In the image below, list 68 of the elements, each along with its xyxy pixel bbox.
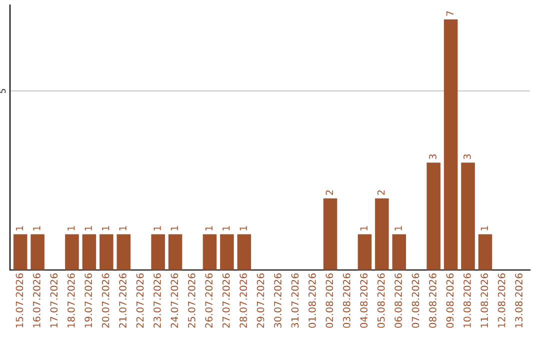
bar — [237, 234, 252, 270]
x-tick-label: 23.07.2026 — [154, 273, 161, 328]
data-label: 1 — [68, 226, 75, 230]
x-tick-label: 13.08.2026 — [515, 273, 522, 328]
x-tick-label: 02.08.2026 — [326, 273, 334, 328]
bar — [358, 234, 372, 270]
data-label: 1 — [33, 226, 40, 230]
x-tick-label: 09.08.2026 — [446, 273, 454, 328]
x-tick-label: 27.07.2026 — [222, 273, 230, 328]
bar — [444, 19, 458, 270]
data-label: 1 — [84, 226, 92, 230]
data-label: 1 — [240, 226, 247, 230]
bar — [392, 234, 406, 270]
x-tick-label: 18.07.2026 — [67, 273, 75, 328]
x-tick-label: 01.08.2026 — [308, 273, 316, 328]
bar — [13, 234, 28, 270]
x-tick-label: 19.07.2026 — [84, 273, 92, 328]
x-tick-label: 11.08.2026 — [480, 273, 488, 328]
bar — [100, 234, 114, 270]
x-tick-label: 17.07.2026 — [50, 273, 58, 328]
x-tick-label: 07.08.2026 — [412, 273, 420, 328]
bar — [426, 162, 440, 270]
bar — [65, 234, 79, 270]
x-tick-label: 15.07.2026 — [16, 273, 24, 328]
x-tick-label: 21.07.2026 — [119, 273, 126, 328]
data-label: 1 — [360, 226, 368, 230]
x-tick-label: 28.07.2026 — [240, 273, 247, 328]
x-tick-label: 22.07.2026 — [136, 273, 144, 328]
data-label: 1 — [170, 226, 178, 230]
data-label: 1 — [102, 226, 110, 230]
x-tick-label: 06.08.2026 — [394, 273, 402, 328]
data-label: 7 — [446, 11, 454, 16]
x-tick-label: 05.08.2026 — [377, 273, 385, 328]
x-tick-label: 04.08.2026 — [360, 273, 368, 328]
bar — [375, 198, 389, 270]
x-tick-label: 29.07.2026 — [256, 273, 264, 328]
bar — [168, 234, 182, 270]
x-tick-label: 24.07.2026 — [170, 273, 178, 328]
x-tick-label: 20.07.2026 — [102, 273, 110, 328]
data-label: 2 — [377, 190, 385, 195]
data-label: 1 — [222, 226, 230, 230]
data-label: 1 — [205, 226, 212, 230]
x-tick-label: 08.08.2026 — [429, 273, 436, 328]
bar — [220, 234, 234, 270]
bar — [116, 234, 131, 270]
x-tick-label: 26.07.2026 — [205, 273, 213, 328]
x-tick-label: 25.07.2026 — [188, 273, 196, 328]
data-label: 1 — [16, 226, 24, 230]
data-label: 3 — [429, 154, 436, 160]
x-tick-label: 03.08.2026 — [342, 273, 350, 328]
x-tick-label: 16.07.2026 — [33, 273, 40, 328]
x-tick-label: 10.08.2026 — [463, 273, 471, 328]
x-tick-label: 30.07.2026 — [274, 273, 282, 328]
x-tick-label: 12.08.2026 — [498, 273, 506, 328]
bar — [30, 234, 44, 270]
data-label: 2 — [326, 190, 333, 195]
data-label: 3 — [463, 154, 471, 160]
bar — [82, 234, 96, 270]
bar — [323, 198, 338, 270]
data-label: 1 — [119, 226, 126, 230]
data-label: 1 — [480, 226, 488, 230]
bar — [461, 162, 475, 270]
bar — [151, 234, 165, 270]
data-label: 1 — [154, 226, 161, 230]
bar — [202, 234, 217, 270]
bar — [478, 234, 492, 270]
data-label: 1 — [394, 226, 402, 230]
x-tick-label: 31.07.2026 — [291, 273, 299, 328]
